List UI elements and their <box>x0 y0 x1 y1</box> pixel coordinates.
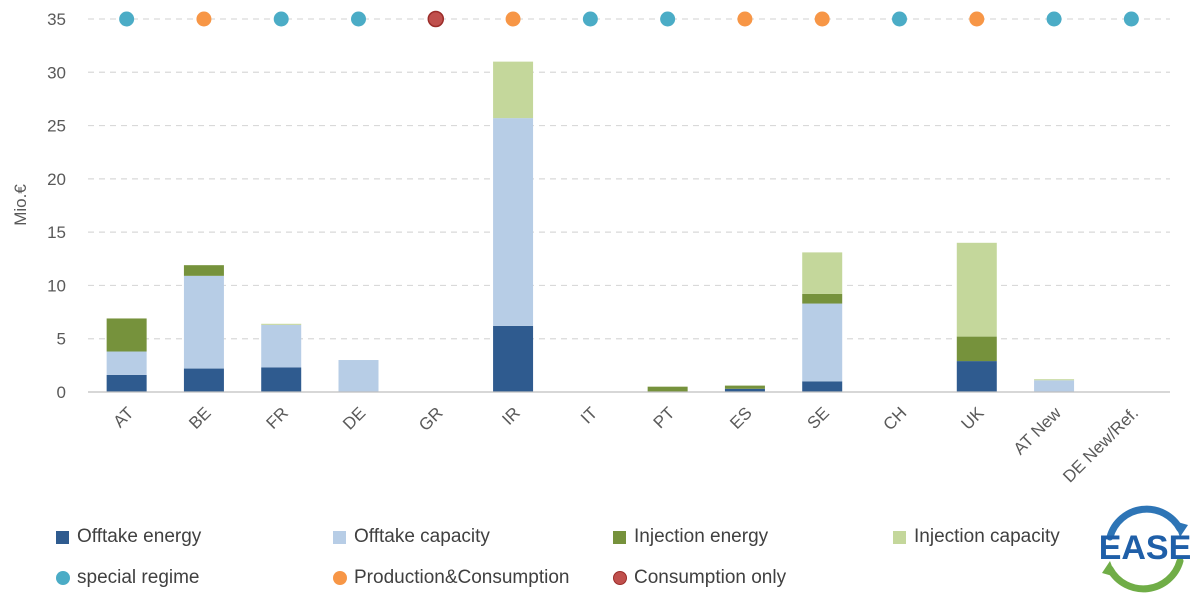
y-tick-label: 25 <box>47 117 66 136</box>
bar-segment <box>724 388 765 392</box>
legend-label: Consumption only <box>634 567 787 588</box>
y-tick-label: 5 <box>57 330 66 349</box>
y-tick-label: 15 <box>47 223 66 242</box>
regime-marker <box>660 11 676 27</box>
gridlines <box>88 18 1170 340</box>
bar-segment <box>183 275 224 369</box>
legend-item: Injection energy <box>613 525 768 549</box>
legend-label: Production&Consumption <box>354 567 570 588</box>
bar-segment <box>724 385 765 389</box>
bar-segment <box>1034 380 1075 392</box>
bar-segment <box>493 118 534 326</box>
x-tick-label: AT New <box>1010 403 1066 459</box>
bar-segment <box>106 351 147 375</box>
x-tick-label: DE New/Ref. <box>1059 403 1142 486</box>
x-tick-label: UK <box>957 403 988 434</box>
y-tick-label: 30 <box>47 63 66 82</box>
bar-segment <box>493 325 534 392</box>
bar-segment <box>183 265 224 276</box>
regime-marker <box>1046 11 1062 27</box>
x-tick-label: SE <box>804 403 833 432</box>
legend-item: Production&Consumption <box>333 566 569 590</box>
legend-item: Injection capacity <box>893 525 1060 549</box>
x-tick-label: DE <box>339 403 369 433</box>
bars <box>106 61 1075 392</box>
legend-swatch <box>333 571 347 585</box>
regime-marker <box>119 11 135 27</box>
bar-segment <box>261 323 302 325</box>
bar-segment <box>802 303 843 382</box>
regime-marker <box>582 11 598 27</box>
legend-swatch <box>333 530 346 544</box>
bar-segment <box>956 242 997 337</box>
x-tick-label: AT <box>110 403 138 431</box>
legend-label: Injection capacity <box>914 526 1060 547</box>
x-tick-label: CH <box>880 403 911 434</box>
y-axis: 0 5 10 15 20 25 30 35 Mio.€ <box>11 10 66 402</box>
bar-segment <box>956 361 997 392</box>
legend-swatch <box>56 530 69 544</box>
bar-segment <box>183 368 224 392</box>
bar-segment <box>802 381 843 392</box>
regime-marker <box>351 11 366 27</box>
y-tick-label: 20 <box>47 170 66 189</box>
regime-markers <box>119 10 1139 28</box>
legend-swatch <box>56 571 70 585</box>
regime-marker <box>737 11 753 27</box>
legend-item: Consumption only <box>613 566 786 590</box>
y-tick-label: 0 <box>57 383 66 402</box>
y-axis-label: Mio.€ <box>11 184 30 226</box>
x-tick-label: IR <box>498 403 523 428</box>
bar-segment <box>106 374 147 392</box>
bar-segment <box>261 367 302 392</box>
bar-segment <box>261 324 302 368</box>
legend-label: Injection energy <box>634 526 769 547</box>
bar-segment <box>802 252 843 294</box>
legend-label: Offtake capacity <box>354 526 490 547</box>
bar-segment <box>106 318 147 352</box>
bar-segment <box>647 386 688 392</box>
legend-label: Offtake energy <box>77 526 202 547</box>
bar-segment <box>1034 379 1075 381</box>
legend-item: special regime <box>56 566 200 590</box>
legend-item: Offtake energy <box>56 525 201 549</box>
legend-label: special regime <box>77 567 200 588</box>
legend-swatch <box>893 530 906 544</box>
ease-logo: EASE <box>1099 505 1192 593</box>
bar-segment <box>493 61 534 119</box>
x-tick-label: FR <box>263 403 292 432</box>
regime-marker <box>427 10 445 28</box>
regime-marker <box>196 11 212 27</box>
x-tick-label: BE <box>185 403 214 432</box>
x-tick-label: ES <box>726 403 755 432</box>
regime-marker <box>969 11 985 27</box>
x-tick-label: IT <box>577 403 601 427</box>
x-tick-label: PT <box>650 403 679 432</box>
legend-item: Offtake capacity <box>333 525 490 549</box>
y-tick-label: 10 <box>47 276 66 295</box>
logo-text: EASE <box>1099 529 1192 567</box>
bar-segment <box>956 336 997 362</box>
bar-segment <box>338 360 379 392</box>
x-tick-label: GR <box>415 403 446 434</box>
regime-marker <box>505 11 521 27</box>
regime-marker <box>1123 11 1139 27</box>
regime-marker <box>273 11 289 27</box>
legend-swatch <box>613 571 627 585</box>
regime-marker <box>892 11 907 27</box>
bar-segment <box>802 293 843 304</box>
y-tick-label: 35 <box>47 10 66 29</box>
legend-swatch <box>613 530 626 544</box>
regime-marker <box>814 11 830 27</box>
